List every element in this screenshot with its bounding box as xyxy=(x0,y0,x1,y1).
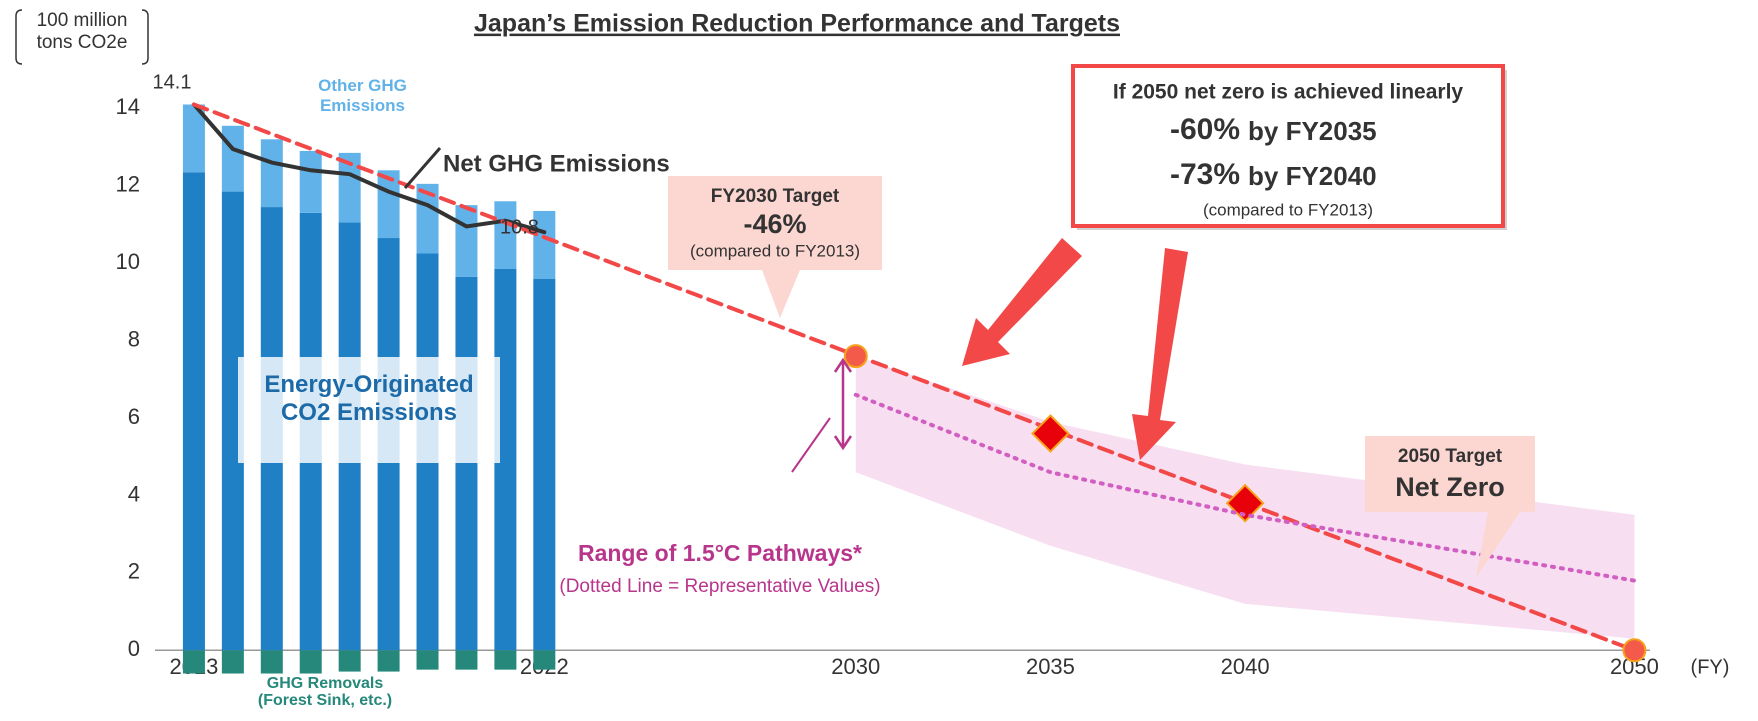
y-tick-label: 2 xyxy=(128,559,140,584)
line xyxy=(191,102,1637,653)
callout-box xyxy=(1071,64,1505,228)
legend-label: Other GHG Emissions xyxy=(318,76,407,115)
bar xyxy=(221,191,244,651)
marker xyxy=(1622,638,1647,663)
y-tick-label: 10 xyxy=(116,249,140,274)
annotation: FY2030 Target xyxy=(711,186,840,207)
range-arrow xyxy=(833,435,853,451)
annotation: (compared to FY2013) xyxy=(690,241,860,260)
bar xyxy=(260,139,283,208)
bar xyxy=(455,205,478,277)
annotation: Net Zero xyxy=(1395,472,1505,502)
annotation: by FY2035 xyxy=(1248,116,1377,146)
x-tick-label: 2040 xyxy=(1221,654,1270,679)
legend-label: Energy-Originated CO2 Emissions xyxy=(238,357,500,463)
legend-label: Net GHG Emissions xyxy=(443,150,670,177)
arrow xyxy=(1132,248,1188,460)
x-axis-label: (FY) xyxy=(1691,656,1730,678)
bar xyxy=(377,650,400,672)
bar xyxy=(260,650,283,674)
callout-box xyxy=(668,176,882,318)
y-tick-label: 12 xyxy=(116,172,140,197)
y-tick-label: 6 xyxy=(128,404,140,429)
chart-title: Japan’s Emission Reduction Performance a… xyxy=(474,10,1120,38)
bar xyxy=(182,650,205,674)
data-label: 10.8 xyxy=(500,216,539,238)
bar xyxy=(533,278,556,651)
line xyxy=(191,102,547,235)
range-arrow xyxy=(833,357,853,373)
annotation: If 2050 net zero is achieved linearly xyxy=(1113,81,1463,104)
annotation: -46% xyxy=(743,209,806,239)
leader xyxy=(403,147,442,189)
bar xyxy=(533,210,556,279)
marker xyxy=(1031,414,1070,453)
bar xyxy=(182,172,205,651)
bar xyxy=(533,650,556,670)
bracket xyxy=(15,9,149,65)
arrow xyxy=(962,238,1082,366)
bar xyxy=(377,170,400,239)
bar xyxy=(299,650,322,674)
bar xyxy=(221,125,244,192)
y-tick-label: 14 xyxy=(116,94,140,119)
data-label: 14.1 xyxy=(153,71,192,93)
y-tick-label: 0 xyxy=(128,636,140,661)
layer xyxy=(191,102,1647,663)
annotation: -60% xyxy=(1170,113,1240,146)
y-axis-label: 100 million tons CO2e xyxy=(36,10,128,53)
y-tick-label: 8 xyxy=(128,326,140,351)
bar xyxy=(338,650,361,672)
callout-box xyxy=(1365,436,1535,578)
y-tick-label: 4 xyxy=(128,481,140,506)
bar xyxy=(338,152,361,223)
legend-label: GHG Removals (Forest Sink, etc.) xyxy=(257,675,393,709)
annotation: (Dotted Line = Representative Values) xyxy=(559,576,880,597)
marker xyxy=(843,344,868,369)
line xyxy=(853,392,1637,583)
bar xyxy=(416,650,439,670)
legend-label: Range of 1.5°C Pathways* xyxy=(578,540,862,566)
annotation: 2050 Target xyxy=(1398,446,1503,467)
bar xyxy=(494,201,517,269)
bar xyxy=(182,104,205,173)
bar xyxy=(455,276,478,651)
leader xyxy=(791,417,831,473)
annotation: by FY2040 xyxy=(1248,161,1377,191)
bar xyxy=(299,150,322,213)
annotation: -73% xyxy=(1170,158,1240,191)
x-tick-label: 2030 xyxy=(831,654,880,679)
bar xyxy=(494,650,517,670)
bar xyxy=(221,650,244,674)
bar xyxy=(455,650,478,670)
annotation: (compared to FY2013) xyxy=(1203,200,1373,219)
x-tick-label: 2035 xyxy=(1026,654,1075,679)
